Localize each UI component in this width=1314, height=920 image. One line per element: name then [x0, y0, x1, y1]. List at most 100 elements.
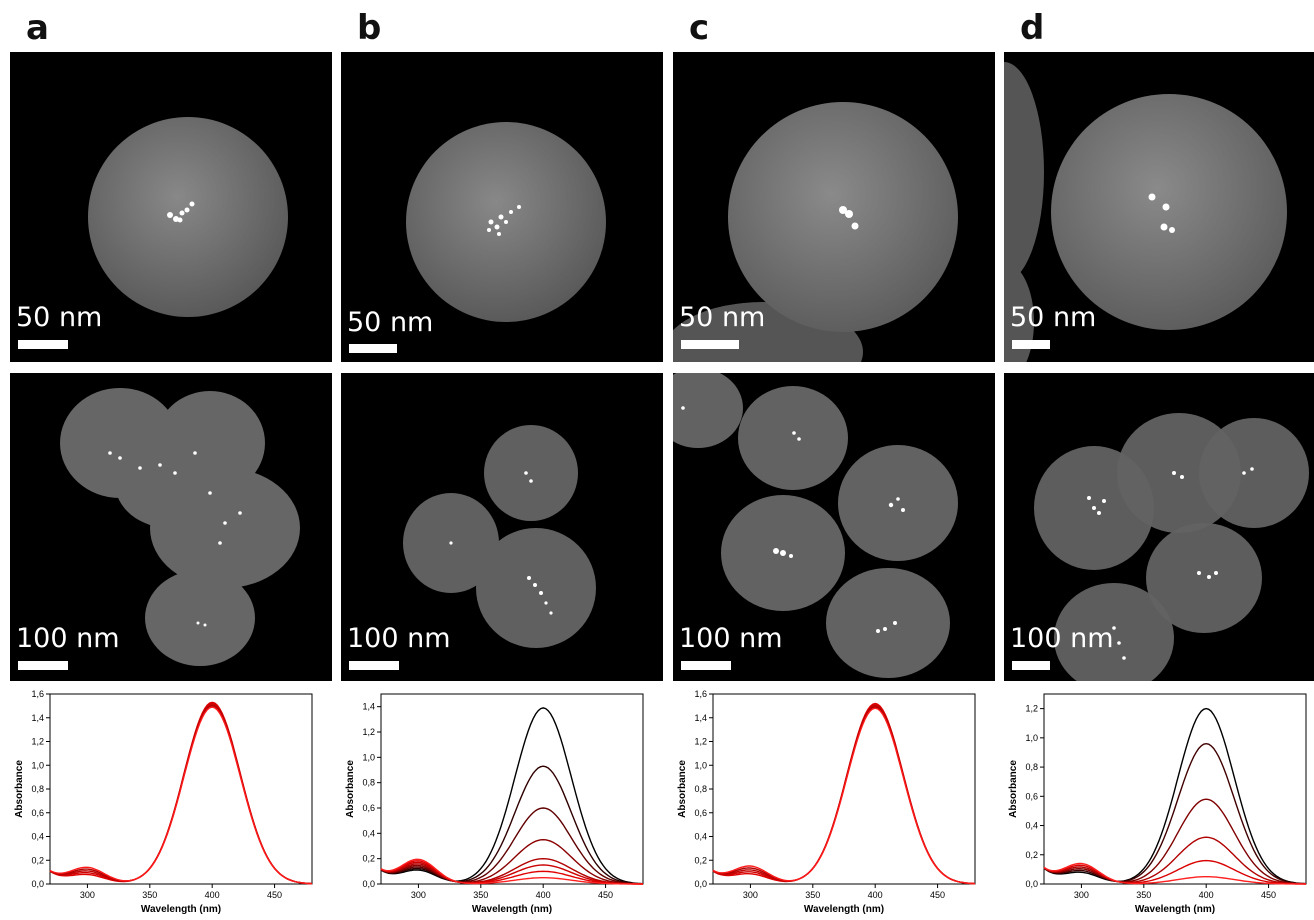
chart-svg: 0,0 0,2 0,4 0,6 0,8 1,0 1,2 300 350 400 450 Wavelen… — [1008, 693, 1307, 915]
y-tick-label: 0,4 — [694, 832, 707, 842]
chart-svg: 0,0 0,2 0,4 0,6 0,8 1,0 1,2 1,4 300 350 400 450 Wave… — [345, 693, 644, 915]
y-tick-label: 1,6 — [31, 689, 44, 699]
spectrum-line — [712, 707, 976, 885]
scale-bar-label: 100 nm — [1010, 623, 1114, 654]
panel-letter: a — [26, 8, 49, 48]
particle-image — [406, 122, 606, 322]
plot-frame — [380, 693, 644, 885]
y-tick-label: 1,4 — [31, 713, 44, 723]
spectrum-line — [380, 860, 643, 885]
stem-image-bottom: 100 nm — [341, 373, 663, 681]
scale-bar-label: 50 nm — [679, 302, 766, 333]
stem-image-top: 50 nm — [341, 52, 663, 362]
chart-svg: 0,0 0,2 0,4 0,6 0,8 1,0 1,2 1,4 1,6 300 350 400 450 W… — [677, 689, 976, 915]
spectrum-line — [712, 702, 976, 885]
spectrum-line — [1043, 862, 1306, 885]
x-tick-label: 450 — [930, 890, 945, 900]
x-tick-label: 350 — [473, 890, 488, 900]
y-tick-label: 1,4 — [362, 702, 375, 712]
x-tick-label: 300 — [743, 890, 758, 900]
spectrum-line — [380, 807, 644, 885]
spectrum-line — [1043, 859, 1307, 885]
y-tick-label: 1,2 — [1025, 704, 1038, 714]
y-axis-label: Absorbance — [1008, 760, 1019, 818]
x-axis-label: Wavelength (nm) — [472, 904, 552, 915]
x-tick-label: 450 — [1261, 890, 1276, 900]
x-tick-label: 450 — [267, 890, 282, 900]
spectrum-line — [712, 706, 976, 885]
spectrum-line — [49, 703, 313, 885]
scale-bar — [349, 661, 399, 670]
spectrum-line — [380, 861, 643, 885]
y-tick-label: 0,0 — [694, 879, 707, 889]
panel-letter: b — [357, 8, 382, 48]
x-tick-label: 400 — [536, 890, 551, 900]
stem-image-bottom: 100 nm — [10, 373, 332, 681]
y-tick-label: 0,4 — [362, 828, 375, 838]
scale-bar-label: 100 nm — [679, 623, 783, 654]
y-tick-label: 0,8 — [1025, 762, 1038, 772]
spectrum-line — [380, 858, 643, 885]
y-tick-label: 0,8 — [694, 784, 707, 794]
spectrum-line — [380, 838, 643, 885]
particle-image — [1004, 62, 1287, 362]
y-tick-label: 1,0 — [31, 760, 44, 770]
y-tick-label: 0,6 — [362, 803, 375, 813]
plot-frame — [1043, 693, 1307, 885]
x-tick-label: 300 — [1074, 890, 1089, 900]
stem-image-top: 50 nm — [10, 52, 332, 362]
y-tick-label: 0,2 — [694, 855, 707, 865]
spectrum-line — [380, 707, 644, 885]
y-tick-label: 0,0 — [362, 879, 375, 889]
spectrum-line — [712, 705, 976, 885]
y-tick-label: 1,0 — [362, 752, 375, 762]
y-tick-label: 0,8 — [362, 778, 375, 788]
particle-image — [1034, 413, 1309, 681]
spectrum-line — [1043, 707, 1307, 885]
absorbance-chart: 0,0 0,2 0,4 0,6 0,8 1,0 1,2 300 350 400 450 Wavelen… — [1004, 688, 1314, 920]
x-axis-label: Wavelength (nm) — [804, 904, 884, 915]
spectrum-line — [49, 701, 313, 885]
spectrum-line — [1043, 742, 1307, 885]
y-tick-label: 0,2 — [362, 854, 375, 864]
stem-image-bottom: 100 nm — [673, 373, 995, 681]
y-tick-label: 1,0 — [694, 760, 707, 770]
panel-c: c 50 nm 100 nm 0,0 0,2 0,4 0,6 0,8 1,0 1,2 1,4 1… — [673, 0, 995, 920]
x-tick-label: 300 — [80, 890, 95, 900]
spectrum-line — [1043, 836, 1306, 885]
y-tick-label: 1,2 — [31, 737, 44, 747]
x-tick-label: 300 — [411, 890, 426, 900]
spectrum-line — [380, 765, 644, 885]
absorbance-chart: 0,0 0,2 0,4 0,6 0,8 1,0 1,2 1,4 300 350 400 450 Wave… — [341, 688, 663, 920]
y-tick-label: 1,4 — [694, 713, 707, 723]
scale-bar-label: 50 nm — [16, 302, 103, 333]
absorbance-chart: 0,0 0,2 0,4 0,6 0,8 1,0 1,2 1,4 1,6 300 350 400 450 W… — [673, 688, 995, 920]
scale-bar-label: 100 nm — [16, 623, 120, 654]
y-tick-label: 1,2 — [694, 737, 707, 747]
scale-bar-label: 100 nm — [347, 623, 451, 654]
chart-svg: 0,0 0,2 0,4 0,6 0,8 1,0 1,2 1,4 1,6 300 350 400 450 W… — [14, 689, 313, 915]
particle-image — [403, 425, 596, 648]
scale-bar — [681, 340, 739, 349]
particle-image — [60, 388, 300, 666]
y-tick-label: 0,6 — [694, 808, 707, 818]
y-tick-label: 0,4 — [31, 832, 44, 842]
absorbance-chart: 0,0 0,2 0,4 0,6 0,8 1,0 1,2 1,4 1,6 300 350 400 450 W… — [10, 688, 332, 920]
scale-bar — [1012, 661, 1050, 670]
y-tick-label: 0,2 — [1025, 850, 1038, 860]
panel-a: a 50 nm 100 nm 0,0 0,2 0,4 0,6 0,8 1,0 1,2 1,4 1… — [10, 0, 332, 920]
y-axis-label: Absorbance — [14, 760, 25, 818]
scale-bar — [681, 661, 731, 670]
panel-letter: c — [689, 8, 710, 48]
spectrum-line — [712, 703, 976, 885]
spectrum-line — [380, 857, 644, 885]
y-axis-label: Absorbance — [345, 760, 356, 818]
x-tick-label: 450 — [598, 890, 613, 900]
x-tick-label: 350 — [805, 890, 820, 900]
panel-letter: d — [1020, 8, 1045, 48]
spectrum-line — [49, 705, 313, 885]
x-axis-label: Wavelength (nm) — [141, 904, 221, 915]
particle-image — [673, 373, 958, 678]
scale-bar — [18, 340, 68, 349]
y-tick-label: 1,6 — [694, 689, 707, 699]
